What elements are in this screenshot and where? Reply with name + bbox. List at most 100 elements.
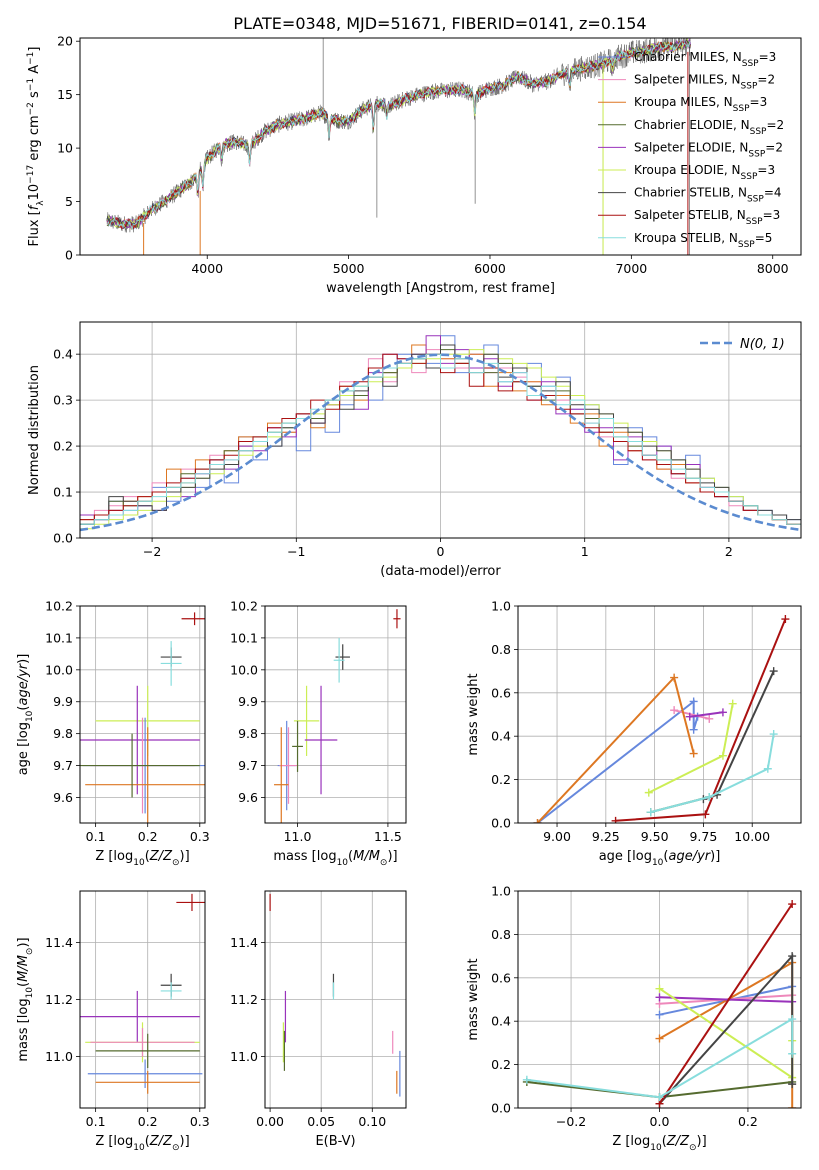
y-tick-label: 0.2 [53, 439, 73, 454]
legend-label-kroupa_elodie: Kroupa ELODIE, NSSP=3 [634, 163, 775, 182]
weight-marker-salpeter_stelib [701, 810, 710, 819]
y-tick-label: 15 [57, 87, 73, 102]
weight-marker-kroupa_miles [655, 1034, 664, 1043]
y-tick-label: 0.2 [491, 1057, 511, 1072]
x-tick-label: 0.2 [138, 829, 158, 844]
ticks: 4000 5000 6000 7000 8000 0 5 10 15 20 [57, 34, 789, 276]
y-axis-label: age [log10(age/yr)] [16, 654, 35, 776]
plot-area [533, 615, 790, 823]
ticks: 0.1 0.2 0.3 11.0 11.2 11.4 [45, 935, 210, 1129]
y-tick-label: 0.3 [53, 393, 73, 408]
weight-line-kroupa_stelib [526, 1017, 794, 1099]
x-axis-label: Z [log10(Z/Z⊙)] [95, 849, 189, 868]
plot-area [80, 612, 205, 823]
x-tick-label: 5000 [333, 261, 365, 276]
y-tick-label: 11.4 [230, 935, 258, 950]
y-tick-label: 0.6 [491, 970, 511, 985]
x-axis-label: Z [log10(Z/Z⊙)] [95, 1134, 189, 1153]
weight-marker-salpeter_miles [670, 706, 679, 715]
weight-marker-salpeter_stelib [781, 615, 790, 624]
legend-label-kroupa_miles: Kroupa MILES, NSSP=3 [634, 95, 767, 114]
weight-line-kroupa_miles [536, 675, 695, 823]
y-tick-label: 11.0 [45, 1049, 73, 1064]
y-tick-label: 0.0 [491, 1101, 511, 1116]
x-axis-label: E(B-V) [315, 1134, 355, 1149]
legend-label-chabrier_elodie: Chabrier ELODIE, NSSP=2 [634, 118, 784, 137]
x-tick-label: 4000 [191, 261, 223, 276]
weight-marker-kroupa_elodie [728, 699, 737, 708]
x-tick-label: 0.10 [358, 1114, 386, 1129]
weight-marker-kroupa_stelib [788, 1015, 797, 1024]
y-axis-label: Normed distribution [27, 365, 42, 495]
y-tick-label: 10.2 [45, 599, 73, 614]
weight-marker-salpeter_stelib [788, 900, 797, 909]
axes-frame [264, 605, 407, 824]
y-tick-label: 0.0 [491, 816, 511, 831]
spectrum-legend: Chabrier MILES, NSSP=3 Salpeter MILES, NS… [598, 50, 784, 250]
y-tick-label: 10.0 [230, 662, 258, 677]
x-tick-label: 0.05 [307, 1114, 335, 1129]
weight-marker-kroupa_stelib [655, 1093, 664, 1102]
legend-label-chabrier_stelib: Chabrier STELIB, NSSP=4 [634, 186, 782, 205]
weight-marker-salpeter_elodie [718, 708, 727, 717]
y-tick-label: 0.1 [53, 485, 73, 500]
x-tick-label: 0.2 [138, 1114, 158, 1129]
x-axis-label: wavelength [Angstrom, rest frame] [326, 281, 555, 296]
x-tick-label: −2 [143, 544, 161, 559]
ticks: 11.0 11.5 9.6 9.7 9.8 9.9 10.0 10.1 10.2 [230, 599, 402, 845]
x-tick-label: 0.3 [190, 829, 210, 844]
grid [518, 605, 801, 824]
plot-area [80, 335, 801, 532]
y-tick-label: 0.2 [491, 772, 511, 787]
y-tick-label: 1.0 [491, 599, 511, 614]
x-tick-label: 1 [581, 544, 589, 559]
weight-marker-chabrier_stelib [788, 1080, 797, 1089]
y-tick-label: 0.0 [53, 531, 73, 546]
spectrum-panel: 4000 5000 6000 7000 8000 0 5 10 15 20 wavelength [… [26, 34, 802, 296]
y-tick-label: 10.2 [230, 599, 258, 614]
x-tick-label: 0 [437, 544, 445, 559]
weight-marker-kroupa_elodie [718, 751, 727, 760]
weight-marker-chabrier_stelib [769, 667, 778, 676]
plot-area [274, 609, 401, 823]
x-tick-label: 6000 [474, 261, 506, 276]
x-tick-label: 10.00 [734, 829, 770, 844]
z-vs-age-panel: 0.1 0.2 0.3 9.6 9.7 9.8 9.9 10.0 10.1 10.2 Z [log1… [16, 599, 210, 869]
normal-distribution-curve [80, 353, 801, 532]
weight-line-salpeter_elodie [689, 711, 724, 718]
plot-area [269, 893, 401, 1097]
grid [265, 891, 406, 1108]
x-tick-label: 0.00 [256, 1114, 284, 1129]
x-tick-label: 0.2 [738, 1114, 758, 1129]
y-tick-label: 9.6 [238, 790, 258, 805]
y-tick-label: 10.1 [45, 630, 73, 645]
y-tick-label: 9.6 [53, 790, 73, 805]
y-axis-label: Flux [fλ10−17 erg cm−2 s−1 A−1] [26, 47, 46, 247]
y-tick-label: 0.6 [491, 685, 511, 700]
weight-marker-salpeter_elodie [685, 712, 694, 721]
plot-area [522, 900, 797, 1108]
y-tick-label: 10 [57, 141, 73, 156]
y-axis-label: mass weight [466, 958, 481, 1040]
axes-frame [517, 605, 802, 824]
x-tick-label: 9.00 [543, 829, 571, 844]
weight-marker-kroupa_miles [670, 673, 679, 682]
legend-label-salpeter_elodie: Salpeter ELODIE, NSSP=2 [634, 140, 783, 159]
weight-marker-kroupa_stelib [769, 730, 778, 739]
weight-marker-kroupa_stelib [646, 808, 655, 817]
axes-frame [79, 605, 206, 824]
x-tick-label: 0.3 [190, 1114, 210, 1129]
weight-marker-kroupa_stelib [705, 792, 714, 801]
y-tick-label: 0.8 [491, 642, 511, 657]
ticks: −2 −1 0 1 2 0.0 0.1 0.2 0.3 0.4 [53, 347, 733, 559]
weight-line-kroupa_stelib [650, 733, 775, 814]
weight-marker-salpeter_stelib [611, 816, 620, 823]
y-tick-label: 5 [65, 194, 73, 209]
axes-frame [79, 37, 802, 256]
weight-marker-kroupa_elodie [644, 788, 653, 797]
weight-line-salpeter_elodie [659, 996, 793, 1003]
age-vs-mass-weight-panel: 9.00 9.25 9.50 9.75 10.00 0.0 0.2 0.4 0.6 0.8 1.0 a… [466, 599, 802, 868]
y-tick-label: 1.0 [491, 884, 511, 899]
y-tick-label: 0.4 [53, 347, 73, 362]
